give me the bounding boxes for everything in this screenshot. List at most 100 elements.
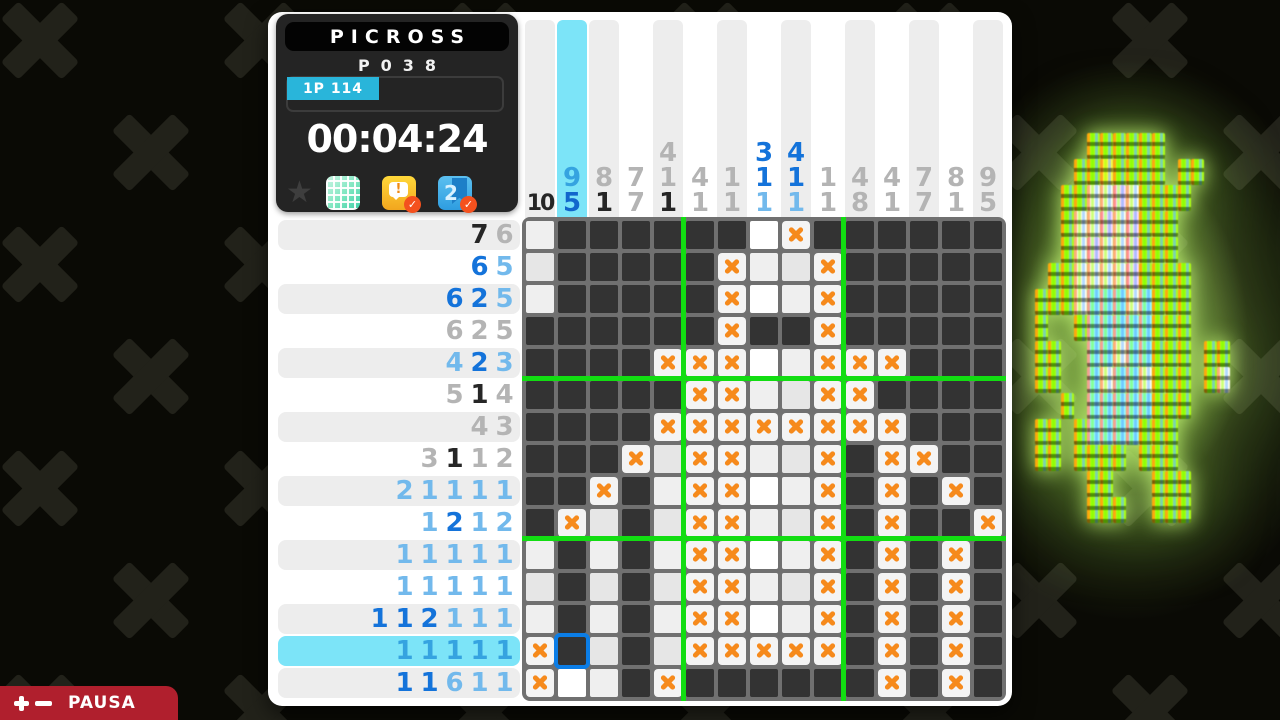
- pause-button[interactable]: PAUSA: [0, 686, 178, 720]
- grid-cell[interactable]: [526, 605, 554, 633]
- grid-cell[interactable]: [590, 509, 618, 537]
- grid-cell[interactable]: [526, 221, 554, 249]
- grid-cell[interactable]: [878, 669, 906, 697]
- grid-cell[interactable]: [558, 221, 586, 249]
- grid-cell[interactable]: [686, 477, 714, 505]
- grid-cell[interactable]: [526, 317, 554, 345]
- grid-cell[interactable]: [654, 477, 682, 505]
- grid-cell[interactable]: [974, 381, 1002, 409]
- grid-cell[interactable]: [814, 349, 842, 377]
- grid-cell[interactable]: [622, 541, 650, 569]
- grid-cell[interactable]: [622, 605, 650, 633]
- grid-cell[interactable]: [942, 445, 970, 473]
- grid-cell[interactable]: [878, 509, 906, 537]
- grid-cell[interactable]: [910, 509, 938, 537]
- grid-cell[interactable]: [750, 285, 778, 313]
- grid-cell[interactable]: [910, 381, 938, 409]
- grid-cell[interactable]: [718, 509, 746, 537]
- grid-cell[interactable]: [974, 669, 1002, 697]
- grid-cell[interactable]: [558, 605, 586, 633]
- grid-cell[interactable]: [878, 349, 906, 377]
- grid-cell[interactable]: [942, 477, 970, 505]
- grid-cell[interactable]: [558, 541, 586, 569]
- grid-cell[interactable]: [654, 637, 682, 665]
- grid-cell[interactable]: [846, 413, 874, 441]
- grid-cell[interactable]: [846, 637, 874, 665]
- grid-cell[interactable]: [846, 317, 874, 345]
- grid-cell[interactable]: [526, 509, 554, 537]
- grid-cell[interactable]: [750, 221, 778, 249]
- grid-cell[interactable]: [590, 573, 618, 601]
- grid-cell[interactable]: [590, 541, 618, 569]
- grid-cell[interactable]: [590, 477, 618, 505]
- grid-cell[interactable]: [974, 637, 1002, 665]
- grid-cell[interactable]: [942, 413, 970, 441]
- grid-cell[interactable]: [526, 477, 554, 505]
- grid-cell[interactable]: [718, 477, 746, 505]
- grid-cell[interactable]: [942, 221, 970, 249]
- grid-cell[interactable]: [814, 253, 842, 281]
- grid-cell[interactable]: [526, 253, 554, 281]
- grid-cell[interactable]: [718, 381, 746, 409]
- grid-cell[interactable]: [686, 317, 714, 345]
- grid-cell[interactable]: [974, 445, 1002, 473]
- grid-cell[interactable]: [910, 541, 938, 569]
- grid-cell[interactable]: [526, 413, 554, 441]
- grid-cell[interactable]: [910, 605, 938, 633]
- grid-cell[interactable]: [590, 413, 618, 441]
- grid-cell[interactable]: [814, 669, 842, 697]
- grid-cell[interactable]: [686, 381, 714, 409]
- grid-cell[interactable]: [878, 285, 906, 313]
- grid-cell[interactable]: [846, 605, 874, 633]
- grid-cell[interactable]: [782, 541, 810, 569]
- grid-cell[interactable]: [686, 669, 714, 697]
- grid-cell[interactable]: [782, 573, 810, 601]
- grid-cell[interactable]: [654, 253, 682, 281]
- grid-cell[interactable]: [942, 253, 970, 281]
- grid-cell[interactable]: [910, 445, 938, 473]
- grid-cell[interactable]: [782, 477, 810, 505]
- grid-cell[interactable]: [814, 317, 842, 345]
- grid-cell[interactable]: [718, 573, 746, 601]
- grid-cell[interactable]: [654, 413, 682, 441]
- grid-cell[interactable]: [910, 413, 938, 441]
- grid-cell[interactable]: [686, 445, 714, 473]
- grid-cell[interactable]: [654, 445, 682, 473]
- grid-cell[interactable]: [878, 605, 906, 633]
- grid-cell[interactable]: [686, 637, 714, 665]
- grid-cell[interactable]: [558, 253, 586, 281]
- grid-cell[interactable]: [750, 445, 778, 473]
- grid-cell[interactable]: [750, 637, 778, 665]
- grid-cell[interactable]: [974, 605, 1002, 633]
- grid-cell[interactable]: [622, 637, 650, 665]
- grid-cell[interactable]: [750, 349, 778, 377]
- grid-cell[interactable]: [750, 541, 778, 569]
- grid-cell[interactable]: [878, 637, 906, 665]
- grid-cell[interactable]: [942, 285, 970, 313]
- grid-cell[interactable]: [814, 541, 842, 569]
- grid-cell[interactable]: [686, 413, 714, 441]
- grid-cell[interactable]: [814, 413, 842, 441]
- grid-cell[interactable]: [942, 381, 970, 409]
- grid-cell[interactable]: [718, 285, 746, 313]
- grid-cell[interactable]: [622, 253, 650, 281]
- grid-cell[interactable]: [526, 381, 554, 409]
- grid-cell[interactable]: [718, 669, 746, 697]
- grid-cell[interactable]: [558, 573, 586, 601]
- grid-cell[interactable]: [846, 285, 874, 313]
- grid-cell[interactable]: [750, 381, 778, 409]
- grid-cell[interactable]: [782, 669, 810, 697]
- grid-cell[interactable]: [910, 317, 938, 345]
- grid-cell[interactable]: [750, 477, 778, 505]
- grid-cell[interactable]: [686, 221, 714, 249]
- grid-cell[interactable]: [846, 349, 874, 377]
- grid-cell[interactable]: [878, 573, 906, 601]
- grid-cell[interactable]: [782, 605, 810, 633]
- grid-cell[interactable]: [814, 381, 842, 409]
- grid-cell[interactable]: [526, 541, 554, 569]
- grid-cell[interactable]: [718, 637, 746, 665]
- grid-cell[interactable]: [782, 445, 810, 473]
- grid-cursor[interactable]: [554, 633, 590, 669]
- grid-cell[interactable]: [654, 349, 682, 377]
- grid-cell[interactable]: [590, 317, 618, 345]
